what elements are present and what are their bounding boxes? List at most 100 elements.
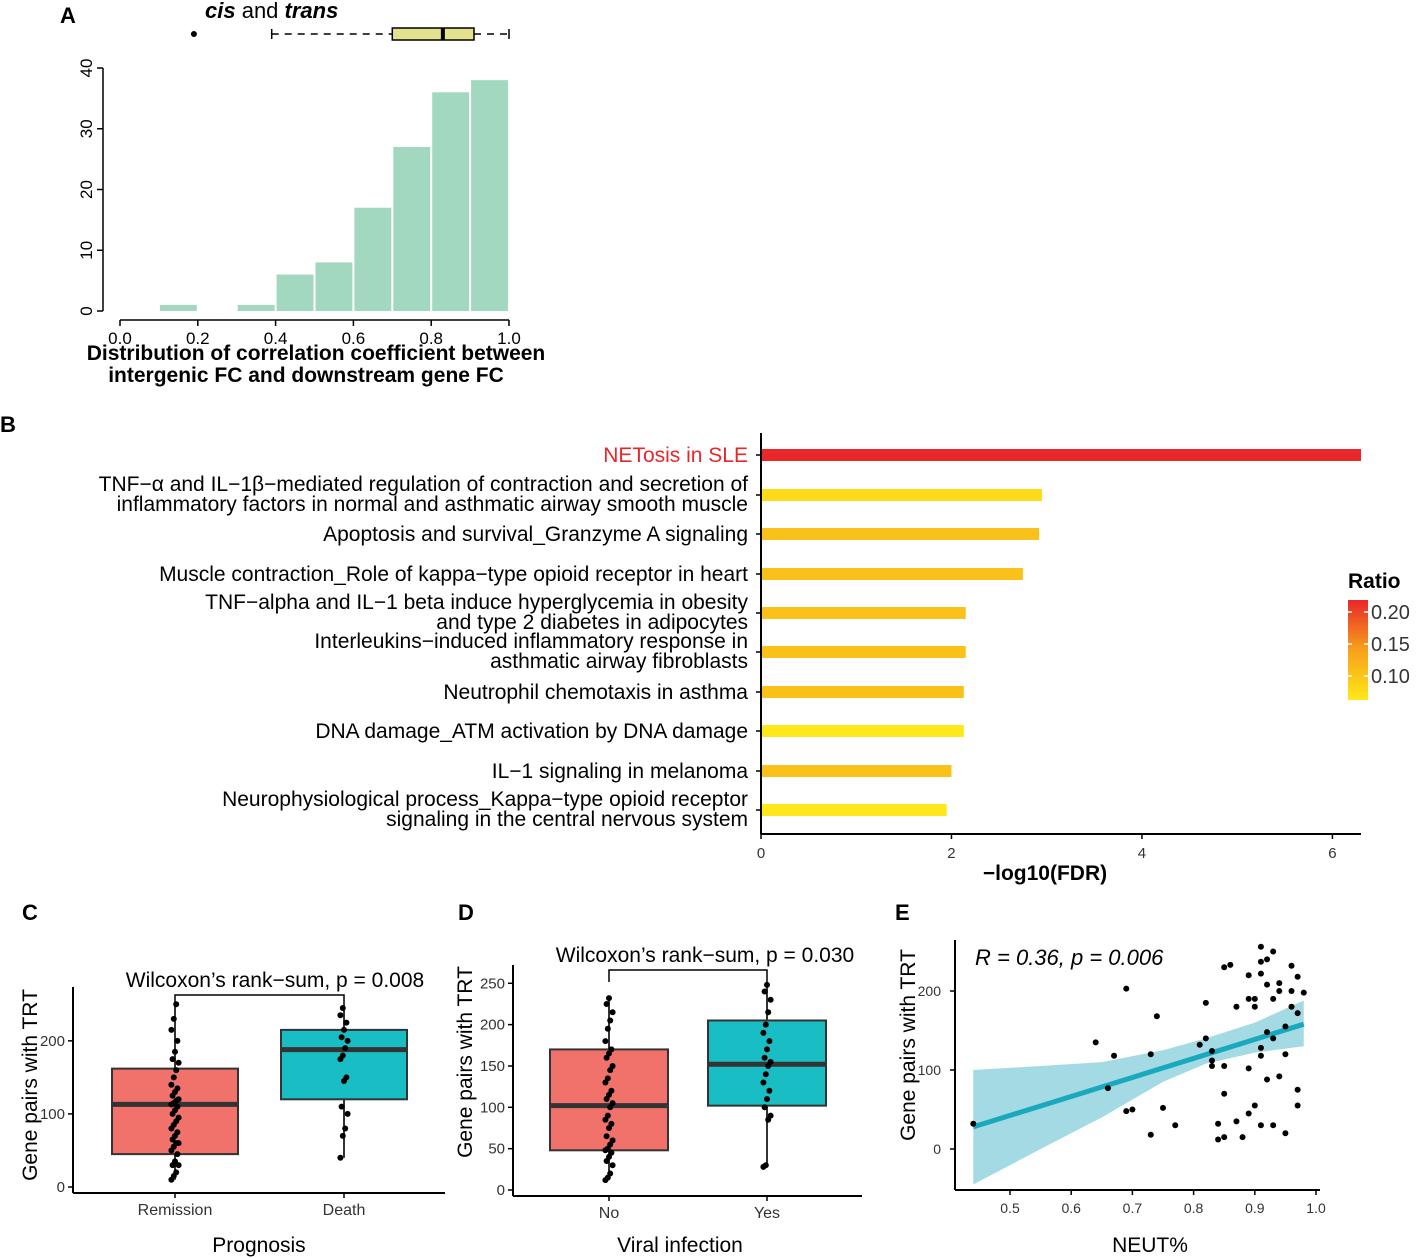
panel-a-title-cis: cis [205,0,236,23]
panel-d-point-1-17 [767,996,774,1003]
panel-e-xtick-label-0: 0.5 [1000,1200,1020,1216]
panel-c-xtick-label-1: Death [323,1202,366,1219]
panel-a-title-trans: trans [285,0,339,23]
panel-d-point-1-15 [762,1021,769,1028]
panel-c-point-1-11 [338,1034,345,1041]
panel-d-point-1-12 [764,1046,770,1053]
panel-d-point-1-1 [762,1162,769,1169]
panel-d-ytick-label-0: 0 [497,1182,505,1199]
pathway-label-0: NETosis in SLE [603,444,748,467]
histogram-bar-4 [354,207,392,311]
panel-a-ytick-label-3: 30 [77,119,96,138]
panel-c-point-0-5 [172,1158,178,1165]
panel-d-point-0-10 [609,1137,616,1144]
panel-b-pathway-labels: NETosis in SLE TNF−α and IL−1β−mediated r… [99,444,749,831]
panel-e-point-32 [1251,1102,1258,1109]
panel-d-point-0-6 [608,1149,615,1156]
pathway-bar-7 [761,725,964,737]
panel-b-xtick-label-0: 0 [757,845,765,862]
panel-e-point-4 [1123,1108,1130,1115]
panel-c-point-1-9 [342,1045,349,1052]
panel-d-ytick-label-3: 150 [480,1058,505,1075]
panel-e-point-30 [1245,995,1252,1002]
panel-e-point-3 [1111,1052,1118,1059]
panel-e-point-62 [1300,989,1307,996]
panel-c-point-1-3 [344,1110,351,1117]
panel-e-point-13 [1202,1035,1209,1042]
panel-d-boxplot: Wilcoxon’s rank−sum, p = 0.030 0 50 100 150… [454,944,862,1257]
panel-e-point-14 [1202,999,1209,1006]
panel-c-point-1-1 [339,1132,346,1139]
panel-e-point-35 [1257,1122,1264,1129]
panel-c-significance-bracket [174,994,345,1007]
panel-d-point-1-8 [762,1071,769,1078]
pathway-label-7: DNA damage_ATM activation by DNA damage [315,720,748,743]
panel-e-point-31 [1245,972,1252,979]
panel-e-point-55 [1288,1003,1295,1010]
panel-d-point-1-13 [766,1038,773,1045]
panel-a-axes: 0.0 0.2 0.4 0.6 0.8 1.0 0 10 20 30 40 [77,59,521,348]
pathway-label-8: IL−1 signaling in melanoma [492,760,749,783]
panel-e-point-56 [1288,988,1295,994]
panel-e-scatter: 0 100 200 0.5 0.6 0.7 0.8 0.9 1.0 R = 0.36, p = … [897,940,1326,1257]
panel-c-point-0-32 [169,1056,176,1063]
panel-c-point-0-17 [175,1114,182,1121]
panel-b-label: B [0,412,16,437]
panel-a-ytick-label-1: 10 [77,241,96,260]
panel-e-point-6 [1129,1106,1136,1113]
panel-d-point-0-13 [608,1120,615,1127]
panel-c-point-0-31 [175,1059,182,1066]
panel-e-point-11 [1172,1122,1179,1129]
panel-c-point-0-24 [175,1096,182,1103]
panel-c-point-0-29 [170,1074,177,1081]
panel-c-point-1-4 [338,1103,345,1110]
histogram-bar-2 [276,274,314,311]
panel-e-point-41 [1264,1076,1271,1083]
panel-a-xtick-label-5: 1.0 [497,329,521,348]
panel-d-ylabel: Gene pairs with TRT [454,966,477,1158]
panel-c-point-1-13 [343,1019,350,1026]
panel-c-point-0-6 [174,1151,181,1158]
panel-d-plot: 0 50 100 150 200 250 No Yes [480,965,862,1222]
panel-e-point-47 [1270,995,1277,1002]
panel-e-point-15 [1208,1063,1215,1070]
panel-d-point-0-2 [607,1170,614,1177]
pathway-bar-0 [761,449,1361,461]
panel-d-ytick-label-4: 200 [480,1017,505,1034]
histogram-bar-5 [393,146,431,311]
panel-e-point-17 [1208,1048,1215,1055]
panel-e-point-22 [1221,1063,1228,1070]
panel-a-ytick-label-0: 0 [77,306,96,315]
panel-e-point-8 [1147,1131,1154,1138]
panel-e-point-24 [1227,961,1234,968]
panel-a-xlabel-line2: intergenic FC and downstream gene FC [108,364,504,387]
panel-d-point-1-6 [766,1087,773,1094]
panel-e-point-50 [1276,988,1283,994]
panel-c-ylabel: Gene pairs with TRT [19,989,42,1181]
panel-a-xtick-label-4: 0.8 [419,329,443,348]
panel-e-xtick-label-3: 0.8 [1184,1200,1204,1216]
panel-e-label: E [895,900,910,925]
panel-c-point-1-14 [337,1012,344,1019]
legend-tick-label-1: 0.15 [1371,634,1410,656]
panel-b-bars [761,449,1361,816]
panel-e-xtick-label-5: 1.0 [1306,1200,1326,1216]
panel-d-point-0-3 [609,1162,616,1169]
panel-d-point-0-24 [609,1062,616,1069]
pathway-bar-2 [761,528,1040,540]
panel-e-point-28 [1245,1110,1252,1117]
panel-e-point-19 [1215,1120,1222,1127]
panel-c-point-0-20 [174,1103,181,1110]
panel-e-ytick-label-0: 0 [933,1141,941,1157]
pathway-label-5-line1: Interleukins−induced inflammatory respon… [314,630,748,653]
panel-e-point-10 [1160,1104,1166,1111]
pathway-bar-6 [761,686,964,698]
panel-e-point-60 [1294,1010,1301,1017]
histogram-bar-1 [237,304,275,311]
panel-a-xtick-label-3: 0.6 [342,329,366,348]
panel-d-ytick-label-2: 100 [480,1099,505,1116]
panel-e-point-21 [1221,1090,1228,1097]
panel-c-xlabel: Prognosis [212,1234,305,1257]
panel-e-point-46 [1270,1035,1277,1042]
panel-c-label: C [22,900,38,925]
